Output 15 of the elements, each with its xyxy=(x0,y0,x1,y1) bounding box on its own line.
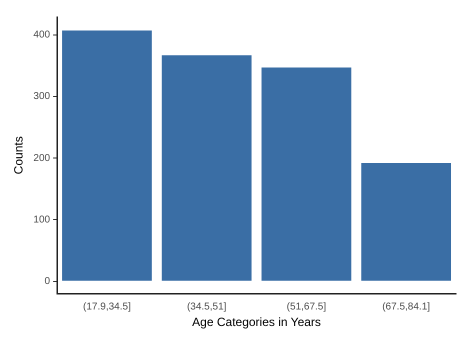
x-axis-title: Age Categories in Years xyxy=(192,315,321,330)
x-tick-label: (67.5,84.1] xyxy=(382,301,430,312)
bar xyxy=(162,55,252,281)
y-axis-title: Counts xyxy=(12,136,26,174)
x-tick-label: (17.9,34.5] xyxy=(83,301,132,312)
x-tick-label: (51,67.5] xyxy=(286,301,326,312)
bar xyxy=(361,163,452,281)
y-tick-label: 400 xyxy=(33,30,51,41)
y-tick-label: 200 xyxy=(33,152,51,164)
bar xyxy=(262,68,352,281)
y-tick-label: 100 xyxy=(33,214,51,226)
x-tick-label: (34.5,51] xyxy=(186,301,227,312)
y-tick-label: 0 xyxy=(44,276,51,288)
y-tick-label: 300 xyxy=(33,91,51,102)
bar xyxy=(62,30,152,281)
